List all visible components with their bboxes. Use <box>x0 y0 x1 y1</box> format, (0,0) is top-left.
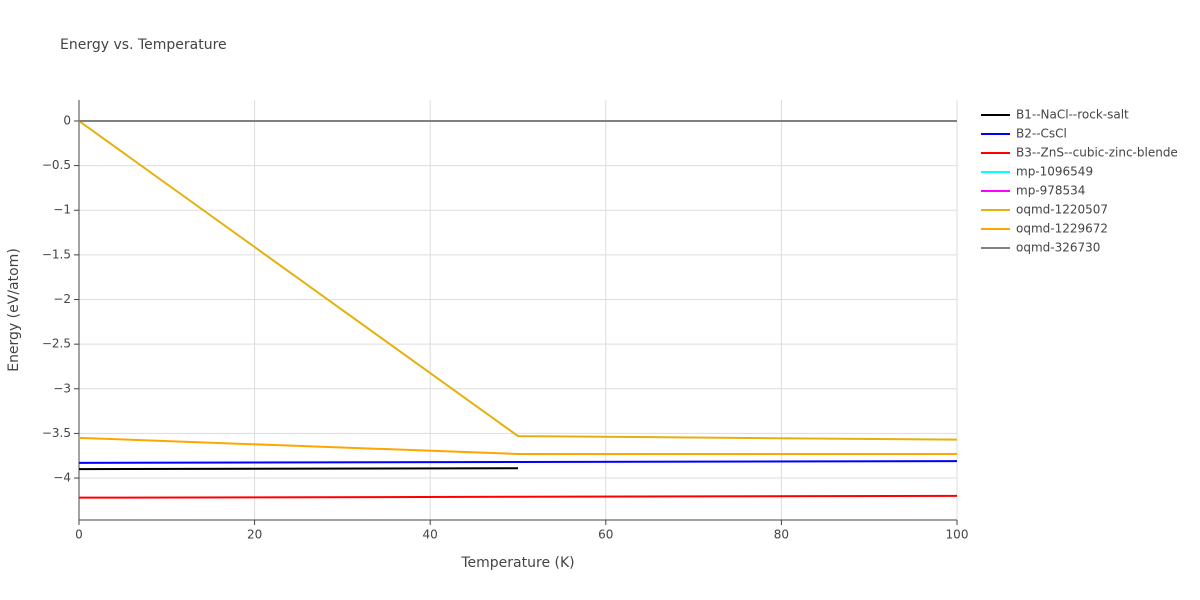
legend-label: mp-1096549 <box>1016 165 1093 179</box>
series-line <box>78 460 958 464</box>
x-axis-title: Temperature (K) <box>460 555 574 571</box>
y-tick-label: −3 <box>53 381 71 395</box>
x-tick-label: 20 <box>247 528 262 542</box>
x-tick-label: 0 <box>75 528 83 542</box>
y-tick-label: −0.5 <box>42 158 71 172</box>
series-line <box>78 120 958 441</box>
y-axis-title: Energy (eV/atom) <box>6 248 22 372</box>
x-tick-label: 80 <box>774 528 789 542</box>
y-tick-label: −2 <box>53 292 71 306</box>
y-tick-label: −3.5 <box>42 426 71 440</box>
legend-label: oqmd-1229672 <box>1016 222 1108 236</box>
chart-title: Energy vs. Temperature <box>60 37 227 53</box>
legend-label: mp-978534 <box>1016 184 1085 198</box>
series-line <box>78 467 519 471</box>
y-tick-label: −2.5 <box>42 337 71 351</box>
legend-label: B1--NaCl--rock-salt <box>1016 108 1129 122</box>
legend-label: B2--CsCl <box>1016 127 1067 141</box>
legend-label: oqmd-1220507 <box>1016 203 1108 217</box>
y-tick-label: −1 <box>53 203 71 217</box>
series-line <box>78 494 958 499</box>
x-tick-label: 60 <box>598 528 613 542</box>
legend-label: oqmd-326730 <box>1016 241 1100 255</box>
legend-label: B3--ZnS--cubic-zinc-blende <box>1016 146 1178 160</box>
y-tick-label: −4 <box>53 471 71 485</box>
y-tick-label: 0 <box>63 113 71 127</box>
x-tick-label: 100 <box>946 528 969 542</box>
y-tick-label: −1.5 <box>42 247 71 261</box>
x-tick-label: 40 <box>423 528 438 542</box>
series-line <box>78 436 957 455</box>
